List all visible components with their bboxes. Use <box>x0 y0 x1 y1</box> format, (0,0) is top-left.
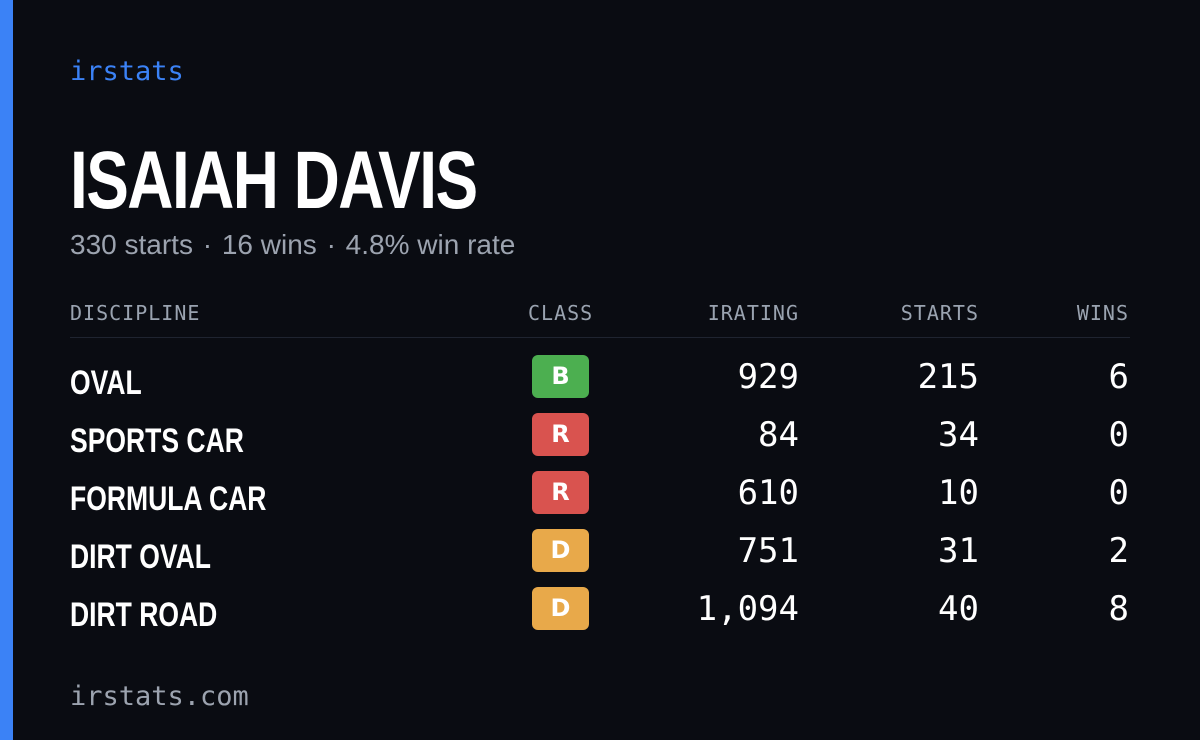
starts-summary: 330 starts <box>70 229 193 260</box>
wins-value: 2 <box>1108 531 1129 571</box>
discipline-name: DIRT ROAD <box>70 596 218 634</box>
class-badge: R <box>532 471 589 514</box>
irating-value: 751 <box>737 531 799 571</box>
discipline-name: SPORTS CAR <box>70 422 244 460</box>
starts-value: 34 <box>938 415 979 455</box>
driver-summary: 330 starts · 16 wins · 4.8% win rate <box>70 228 515 262</box>
discipline-name: FORMULA CAR <box>70 480 267 518</box>
wins-value: 0 <box>1108 415 1129 455</box>
table-row: OVAL B 929 215 6 <box>0 355 1200 413</box>
irating-value: 84 <box>758 415 799 455</box>
irating-value: 929 <box>737 357 799 397</box>
table-row: DIRT OVAL D 751 31 2 <box>0 529 1200 587</box>
brand-logo-text: irstats <box>70 56 184 87</box>
footer-site-url: irstats.com <box>70 681 249 712</box>
header-class: CLASS <box>528 301 594 325</box>
starts-value: 215 <box>917 357 979 397</box>
class-badge: D <box>532 529 589 572</box>
irating-value: 1,094 <box>696 589 799 629</box>
table-row: FORMULA CAR R 610 10 0 <box>0 471 1200 529</box>
discipline-name: OVAL <box>70 364 142 402</box>
table-row: SPORTS CAR R 84 34 0 <box>0 413 1200 471</box>
irating-value: 610 <box>737 473 799 513</box>
table-header-divider <box>70 337 1130 338</box>
accent-bar <box>0 0 13 740</box>
summary-separator: · <box>202 229 213 260</box>
table-row: DIRT ROAD D 1,094 40 8 <box>0 587 1200 645</box>
class-badge: B <box>532 355 589 398</box>
starts-value: 40 <box>938 589 979 629</box>
header-wins: WINS <box>1076 301 1129 325</box>
class-badge: R <box>532 413 589 456</box>
wins-value: 6 <box>1108 357 1129 397</box>
header-starts: STARTS <box>900 301 979 325</box>
driver-name: ISAIAH DAVIS <box>70 135 478 226</box>
wins-value: 8 <box>1108 589 1129 629</box>
starts-value: 10 <box>938 473 979 513</box>
wins-summary: 16 wins <box>221 229 317 260</box>
summary-separator: · <box>326 229 336 260</box>
class-badge: D <box>532 587 589 630</box>
starts-value: 31 <box>938 531 979 571</box>
wins-value: 0 <box>1108 473 1129 513</box>
header-irating: IRATING <box>707 301 799 325</box>
win-rate-summary: 4.8% win rate <box>345 229 516 260</box>
discipline-name: DIRT OVAL <box>70 538 211 576</box>
header-discipline: DISCIPLINE <box>70 301 201 325</box>
